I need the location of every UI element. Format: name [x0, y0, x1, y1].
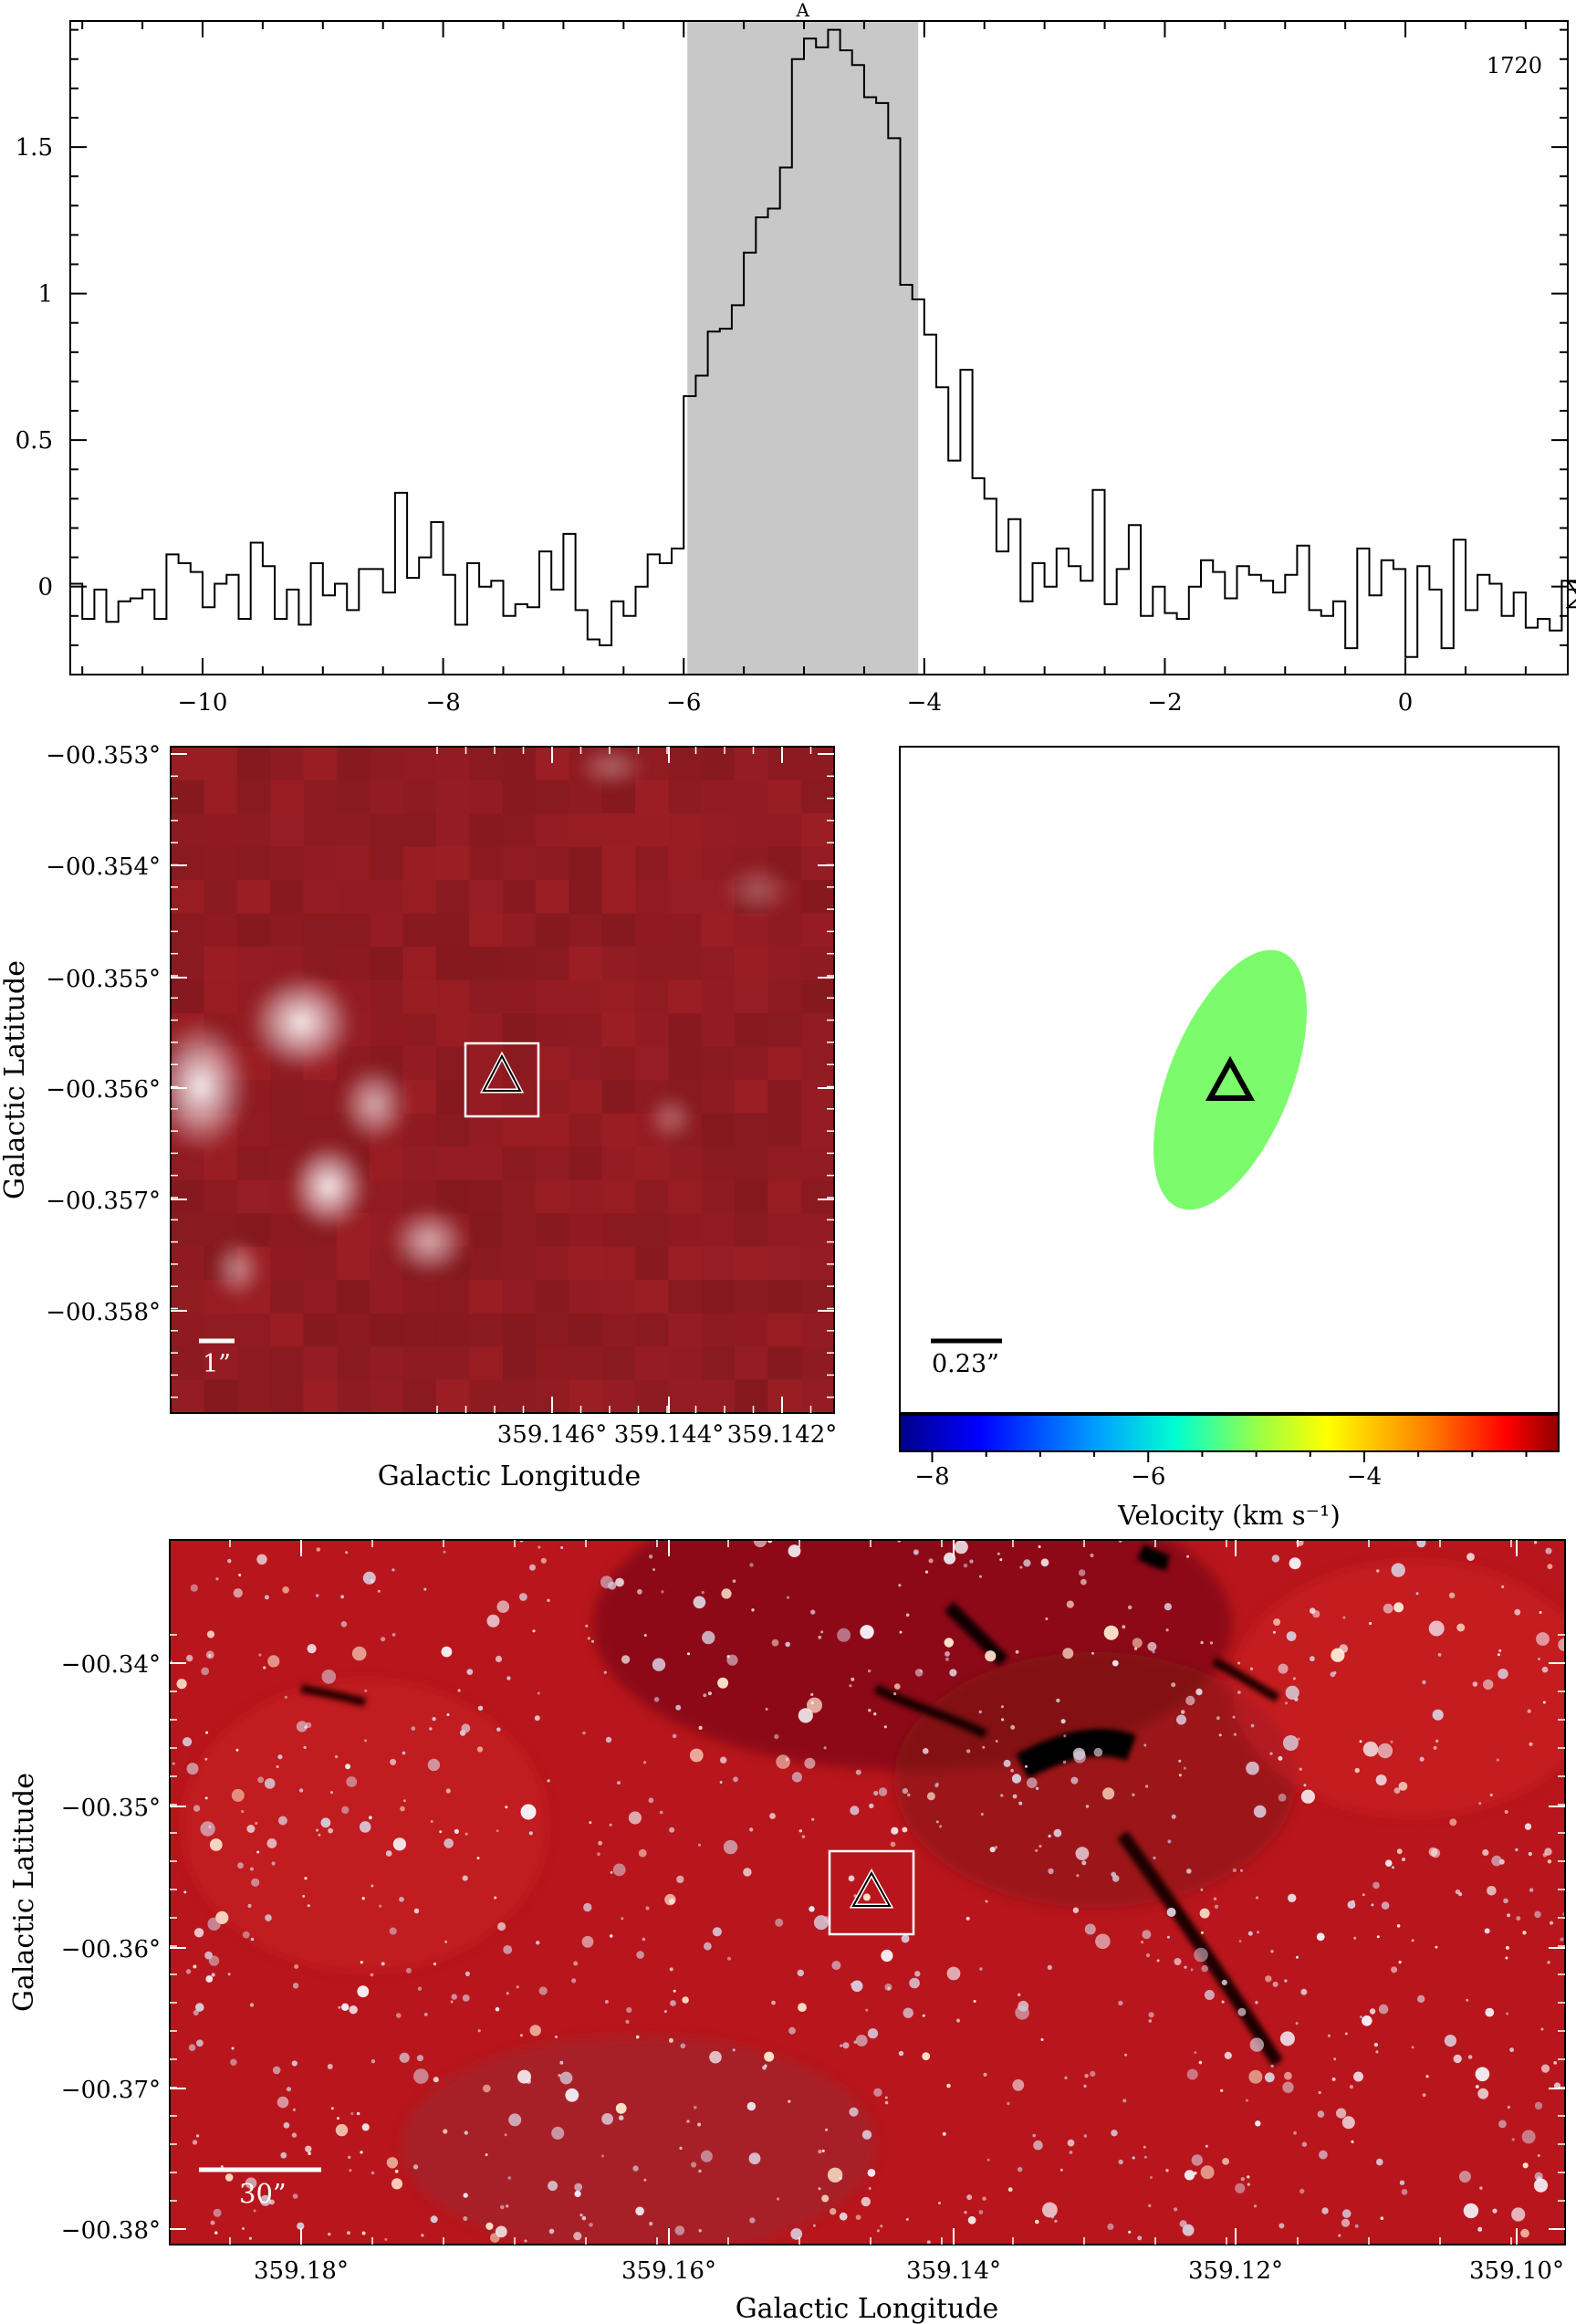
spectrum-y-tick-label: 1.5: [16, 134, 53, 162]
zoom-y-tick-label: −00.358°: [46, 1299, 161, 1326]
zoom-scalebar-label: 1”: [203, 1350, 231, 1378]
line-label: 1720: [1487, 53, 1542, 79]
velocity-range-shade: [687, 21, 919, 675]
zoom-map-frame: [170, 746, 835, 1414]
wide-y-tick-label: −00.34°: [61, 1651, 161, 1679]
spectrum-axis-ticks: [70, 21, 1568, 675]
wide-y-tick-label: −00.36°: [61, 1936, 161, 1963]
colorbar-tick-label: −8: [914, 1463, 949, 1491]
wide-scalebar-label: 30”: [239, 2178, 287, 2209]
region-label: A: [795, 0, 809, 21]
velocity-colorbar: [899, 1414, 1560, 1452]
zoom-map-source-marker: [464, 1042, 540, 1118]
ellipse-panel: 0.23” Velocity (km s⁻¹): [899, 746, 1560, 1531]
spectrum-y-tick-label: 0.5: [16, 427, 53, 455]
zoom-y-tick-label: −00.356°: [46, 1076, 161, 1104]
wide-map-source-marker: [828, 1849, 915, 1936]
wide-map-ticks: [170, 1540, 1565, 2245]
zoom-map-pixels: [171, 747, 834, 1413]
spectrum-y-tick-label: 0: [37, 574, 53, 602]
wide-map-stars: [170, 1540, 1565, 2245]
wide-x-tick-label: 359.10°: [1469, 2257, 1564, 2285]
wide-map-frame: [169, 1539, 1566, 2245]
wide-x-tick-label: 359.12°: [1188, 2257, 1283, 2285]
colorbar-tick-label: −4: [1347, 1463, 1382, 1491]
wide-x-tick-label: 359.14°: [906, 2257, 1001, 2285]
zoom-y-tick-label: −00.354°: [46, 853, 161, 881]
ellipse-source-marker: [1205, 1055, 1256, 1101]
zoom-map-panel: 1” Galactic Longitude Galactic Latitude: [0, 746, 835, 1492]
tick-labels: −10 −8 −6 −4 −2 0 0 0.5 1 1.5 359.146° 3…: [16, 134, 1564, 2285]
zoom-ylabel: Galactic Latitude: [0, 960, 31, 1199]
wide-map-dark-lanes: [300, 1544, 1283, 2067]
wide-y-tick-label: −00.38°: [61, 2217, 161, 2245]
wide-ylabel: Galactic Latitude: [8, 1773, 40, 2012]
spectrum-x-tick-label: −6: [666, 689, 701, 717]
wide-map-panel: 30” Galactic Longitude Galactic Latitude: [8, 1539, 1566, 2324]
zoom-x-tick-label: 359.142°: [727, 1421, 838, 1449]
zoom-map-bright-emission: [171, 747, 794, 1301]
spectrum-x-tick-label: −2: [1147, 689, 1182, 717]
zoom-xlabel: Galactic Longitude: [378, 1460, 642, 1492]
spectrum-x-tick-label: −8: [425, 689, 460, 717]
source-ellipse: [1153, 949, 1308, 1210]
spectrum-frame: [69, 20, 1569, 675]
spectrum-x-tick-label: −10: [178, 689, 228, 717]
spectrum-panel: A 1720: [69, 0, 1576, 675]
colorbar-label: Velocity (km s⁻¹): [1117, 1500, 1341, 1531]
spectrum-x-tick-label: −4: [907, 689, 942, 717]
wide-x-tick-label: 359.16°: [621, 2257, 716, 2285]
wide-xlabel: Galactic Longitude: [736, 2293, 999, 2324]
zoom-y-tick-label: −00.357°: [46, 1188, 161, 1215]
spectrum-y-tick-label: 1: [37, 281, 53, 309]
zoom-y-tick-label: −00.353°: [46, 742, 161, 769]
spectrum-line: [70, 28, 1576, 658]
zoom-x-tick-label: 359.146°: [497, 1421, 608, 1449]
spectrum-x-tick-label: 0: [1398, 689, 1414, 717]
wide-y-tick-label: −00.37°: [61, 2077, 161, 2104]
wide-y-tick-label: −00.35°: [61, 1795, 161, 1822]
colorbar-tick-label: −6: [1131, 1463, 1165, 1491]
zoom-map-ticks: [171, 747, 834, 1413]
wide-x-tick-label: 359.18°: [254, 2257, 349, 2285]
colorbar-ticks: [931, 1451, 1528, 1462]
zoom-y-tick-label: −00.355°: [46, 966, 161, 993]
zoom-x-tick-label: 359.144°: [614, 1421, 725, 1449]
ellipse-scalebar-label: 0.23”: [932, 1350, 999, 1378]
